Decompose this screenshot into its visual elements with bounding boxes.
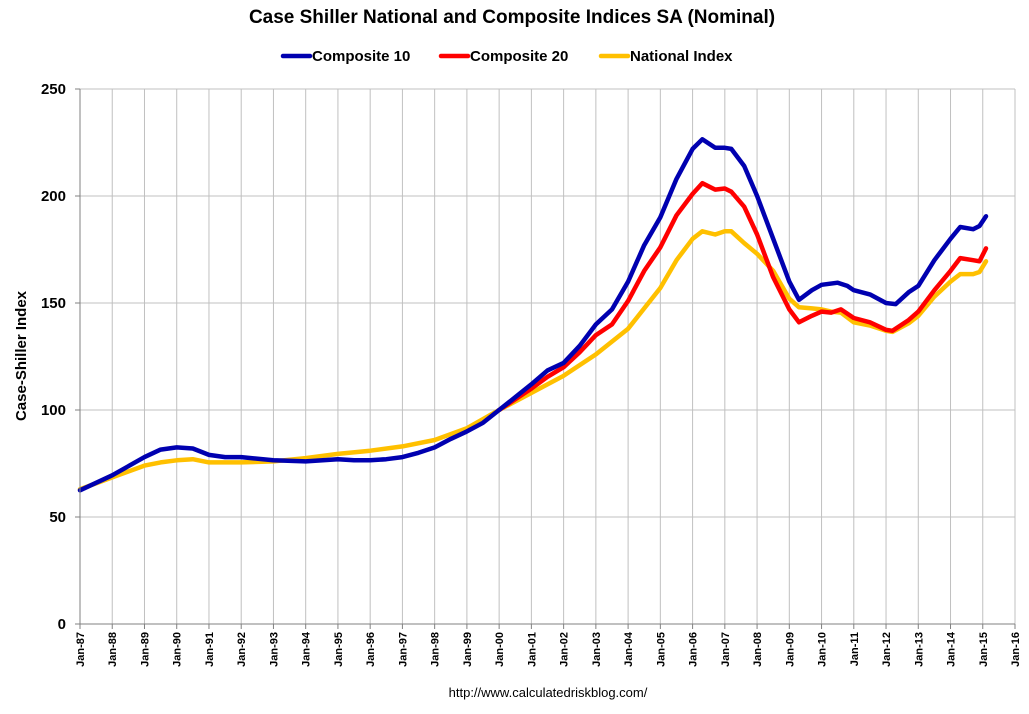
- x-tick-label: Jan-04: [623, 631, 635, 667]
- x-tick-label: Jan-09: [784, 632, 796, 667]
- series-line-composite-20: [496, 180, 989, 413]
- x-tick-label: Jan-02: [559, 632, 571, 667]
- series-layer: [77, 137, 989, 493]
- x-tick-label: Jan-14: [946, 631, 958, 667]
- x-tick-label: Jan-89: [139, 632, 151, 667]
- x-gridlines: [79, 89, 1016, 629]
- x-tick-label: Jan-91: [204, 632, 216, 667]
- x-tick-labels: Jan-87 Jan-88 Jan-89 Jan-90 Jan-91 Jan-92 Jan-…: [75, 631, 1022, 667]
- x-tick-label: Jan-13: [913, 632, 925, 667]
- legend-label: Composite 10: [312, 48, 410, 65]
- x-tick-label: Jan-06: [688, 632, 700, 667]
- x-tick-label: Jan-95: [333, 632, 345, 667]
- x-tick-label: Jan-00: [494, 632, 506, 667]
- y-tick-label: 250: [41, 81, 66, 98]
- y-axis-label: Case-Shiller Index: [13, 290, 30, 421]
- x-tick-label: Jan-97: [397, 632, 409, 667]
- x-tick-label: Jan-87: [75, 632, 87, 667]
- x-tick-label: Jan-93: [268, 632, 280, 667]
- legend: Composite 10 Composite 20 National Index: [280, 48, 733, 65]
- x-tick-label: Jan-11: [849, 632, 861, 666]
- series-line-composite-10: [77, 137, 989, 493]
- y-gridlines: [80, 88, 1015, 625]
- x-tick-label: Jan-99: [462, 632, 474, 667]
- series-line-national-index: [77, 229, 989, 492]
- x-tick-label: Jan-01: [526, 632, 538, 667]
- legend-label: National Index: [630, 48, 733, 65]
- source-note: http://www.calculatedriskblog.com/: [449, 685, 648, 700]
- x-tick-label: Jan-03: [591, 632, 603, 667]
- x-tick-label: Jan-88: [107, 632, 119, 667]
- axes: [75, 88, 1015, 625]
- x-tick-label: Jan-98: [430, 632, 442, 667]
- y-tick-label: 200: [41, 188, 66, 205]
- y-tick-label: 150: [41, 295, 66, 312]
- x-tick-label: Jan-05: [655, 632, 667, 667]
- y-tick-labels: 0 50 100 150 200 250: [41, 81, 66, 633]
- x-tick-label: Jan-94: [301, 631, 313, 667]
- x-tick-label: Jan-07: [720, 632, 732, 667]
- y-tick-label: 100: [41, 402, 66, 419]
- x-tick-label: Jan-96: [365, 632, 377, 667]
- x-tick-label: Jan-10: [817, 632, 829, 667]
- x-tick-label: Jan-12: [881, 632, 893, 667]
- x-tick-label: Jan-15: [978, 632, 990, 667]
- legend-label: Composite 20: [470, 48, 568, 65]
- y-tick-label: 0: [58, 616, 66, 633]
- x-tick-label: Jan-16: [1010, 632, 1022, 667]
- x-tick-label: Jan-08: [752, 632, 764, 667]
- x-tick-label: Jan-90: [172, 632, 184, 667]
- x-tick-label: Jan-92: [236, 632, 248, 667]
- chart-title: Case Shiller National and Composite Indi…: [249, 7, 775, 28]
- y-tick-label: 50: [49, 509, 66, 526]
